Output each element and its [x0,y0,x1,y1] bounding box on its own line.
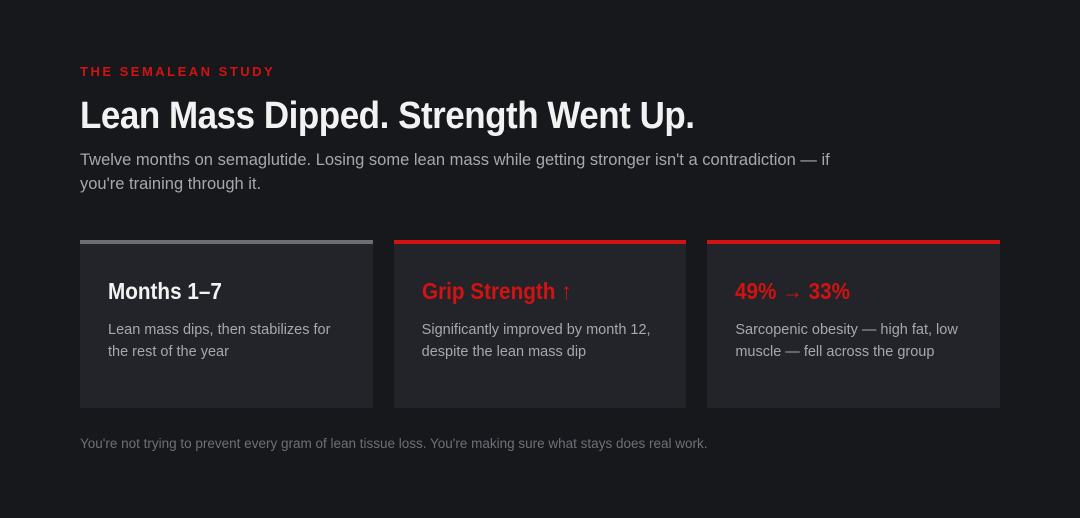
footer: You're not trying to prevent every gram … [80,436,708,451]
card-heading: Months 1–7 [108,278,222,304]
subtitle: Twelve months on semaglutide. Losing som… [80,151,830,193]
card: 49% → 33% Sarcopenic obesity — high fat, … [707,240,1001,408]
card-text: Lean mass dips, then stabilizes for the … [108,322,331,360]
card: Months 1–7 Lean mass dips, then stabilize… [80,240,373,408]
card: Grip Strength ↑ Significantly improved by… [393,240,687,408]
card-text: Significantly improved by month 12, desp… [421,322,651,360]
eyebrow: THE SEMALEAN STUDY [80,64,276,79]
title: Lean Mass Dipped. Strength Went Up. [80,95,695,137]
cards: Months 1–7 Lean mass dips, then stabilize… [80,240,1001,408]
card-text: Sarcopenic obesity — high fat, low muscl… [735,322,958,360]
content: THE SEMALEAN STUDY Lean Mass Dipped. Str… [80,64,1001,451]
card-heading: 49% → 33% [735,278,851,304]
card-heading: Grip Strength ↑ [421,278,572,304]
